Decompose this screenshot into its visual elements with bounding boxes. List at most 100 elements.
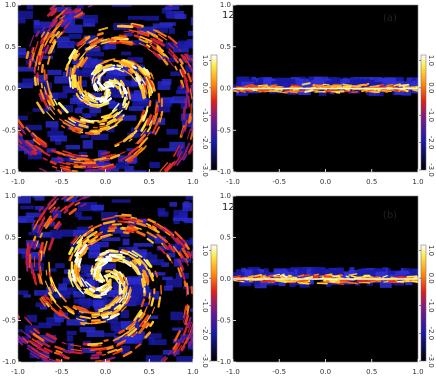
filament <box>124 297 130 305</box>
filament <box>143 83 148 95</box>
colorbar-tick-label: 0.0 <box>427 82 435 93</box>
filament <box>101 39 114 44</box>
filament <box>119 88 122 94</box>
filament <box>166 254 172 261</box>
filament <box>2 280 3 285</box>
blue-patch <box>22 78 38 86</box>
filament <box>84 168 99 172</box>
filament <box>50 19 59 28</box>
filament <box>370 90 379 94</box>
blue-patch <box>60 229 77 237</box>
blue-patch <box>51 293 66 298</box>
blue-patch <box>306 269 315 277</box>
blue-patch <box>77 216 93 220</box>
filament <box>1 288 5 297</box>
filament <box>35 55 39 67</box>
filament <box>136 115 144 128</box>
blue-patch <box>140 302 150 307</box>
blue-patch <box>242 269 254 284</box>
filament <box>105 284 112 291</box>
blue-patch <box>169 243 188 253</box>
blue-patch <box>73 291 86 298</box>
blue-patch <box>339 78 350 83</box>
filament <box>345 275 350 278</box>
filament <box>122 350 133 358</box>
filament <box>76 318 85 322</box>
filament <box>244 83 254 87</box>
blue-patch <box>172 327 184 331</box>
blue-patch <box>314 77 322 90</box>
blue-patch <box>90 204 105 210</box>
blue-patch <box>128 106 144 111</box>
filament <box>96 32 104 37</box>
filament <box>70 348 83 352</box>
x-tick-label: -1.0 <box>11 368 25 376</box>
filament <box>77 13 85 19</box>
filament <box>45 218 53 229</box>
filament <box>184 53 190 61</box>
blue-patch <box>50 127 59 131</box>
filament <box>113 303 122 311</box>
filament <box>138 137 149 148</box>
filament <box>99 157 113 162</box>
filament <box>49 40 57 54</box>
filament <box>118 301 127 310</box>
blue-patch <box>73 0 87 2</box>
filament <box>91 185 95 186</box>
filament <box>89 38 103 47</box>
blue-patch <box>18 47 27 55</box>
filament <box>121 306 127 312</box>
filament <box>140 278 145 288</box>
filament <box>69 252 74 262</box>
filament <box>68 5 72 6</box>
blue-patch <box>263 268 269 280</box>
filament <box>131 259 138 265</box>
filament <box>91 231 96 235</box>
blue-patch <box>130 132 146 138</box>
filament <box>83 49 89 54</box>
blue-patch <box>188 30 193 36</box>
filament <box>119 39 133 44</box>
filament <box>188 145 193 154</box>
filament <box>84 90 88 96</box>
filament <box>105 255 112 258</box>
filament <box>356 84 367 87</box>
blue-patch <box>90 92 103 99</box>
filament <box>113 78 119 82</box>
filament <box>392 88 399 92</box>
blue-patch <box>127 16 145 20</box>
filament <box>121 41 133 46</box>
filament <box>122 217 137 222</box>
blue-patch <box>151 380 157 384</box>
filament <box>37 273 42 285</box>
blue-patch <box>120 233 130 237</box>
blue-patch <box>131 127 144 133</box>
filament <box>196 74 199 82</box>
y-tick-label: -1.0 <box>217 168 231 176</box>
filament <box>97 257 103 262</box>
blue-patch <box>85 52 105 57</box>
blue-patch <box>180 334 193 339</box>
blue-patch <box>170 311 184 321</box>
filament <box>58 161 71 166</box>
blue-patch <box>60 105 74 113</box>
blue-patch <box>111 227 127 234</box>
blue-patch <box>214 292 233 298</box>
filament <box>78 0 87 3</box>
filament <box>179 69 185 78</box>
filament <box>303 274 310 277</box>
blue-patch <box>174 13 187 20</box>
filament <box>78 310 84 314</box>
blue-patch <box>70 241 83 248</box>
blue-patch <box>126 148 134 152</box>
filament <box>109 153 121 160</box>
filament <box>56 150 66 156</box>
blue-patch <box>135 317 143 322</box>
filament <box>103 66 115 72</box>
blue-patch <box>170 71 186 76</box>
blue-patch <box>84 46 101 52</box>
blue-patch <box>184 217 193 224</box>
blue-patch <box>126 40 145 46</box>
blue-patch <box>18 196 31 204</box>
panel: -1.0 -0.5 0.0 0.5 1.0 -1.0 -0.5 0.0 0.5 1.0 1.0 0.0… <box>2 0 250 186</box>
